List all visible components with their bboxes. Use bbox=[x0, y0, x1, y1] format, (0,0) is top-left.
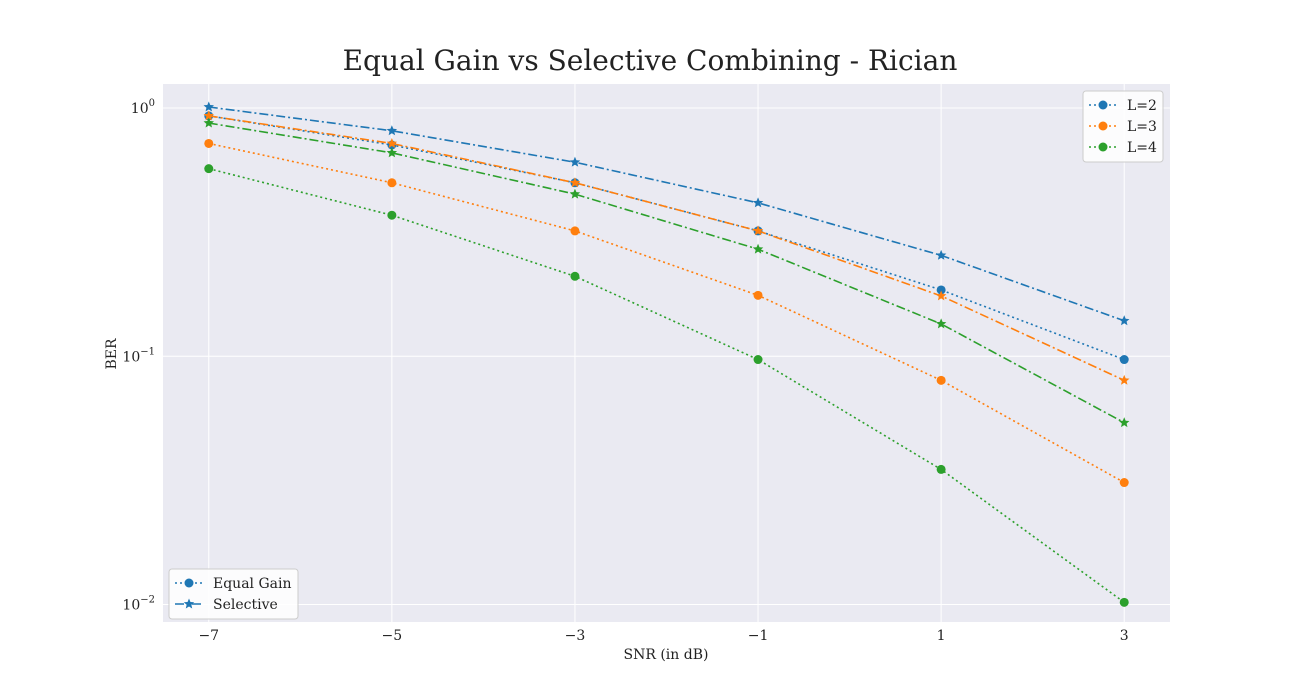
data-point bbox=[936, 285, 946, 295]
legend-label: Equal Gain bbox=[213, 576, 292, 592]
data-point bbox=[387, 210, 397, 220]
data-point bbox=[936, 375, 946, 385]
data-point bbox=[569, 177, 581, 188]
y-tick-label: 10−2 bbox=[122, 594, 155, 613]
y-tick-base: 10 bbox=[122, 597, 140, 613]
data-point bbox=[386, 125, 398, 136]
legend-label: L=3 bbox=[1127, 119, 1157, 135]
data-point bbox=[1119, 374, 1130, 385]
series-selective-L3 bbox=[203, 110, 1130, 385]
data-point bbox=[935, 290, 947, 301]
x-tick-label: −1 bbox=[748, 628, 769, 644]
data-point bbox=[753, 355, 763, 365]
data-point bbox=[1119, 355, 1129, 365]
series-selective-L4 bbox=[203, 117, 1130, 428]
legend-marker bbox=[1098, 121, 1108, 131]
x-axis-label: SNR (in dB) bbox=[624, 647, 709, 663]
data-point bbox=[570, 226, 580, 236]
data-point bbox=[1119, 417, 1130, 428]
data-point bbox=[204, 164, 214, 174]
data-point bbox=[386, 137, 398, 148]
grid-lines bbox=[163, 84, 1170, 622]
x-tick-label: 1 bbox=[937, 628, 946, 644]
data-point bbox=[1119, 597, 1129, 607]
legend-marker bbox=[1098, 100, 1108, 110]
legend-colors: L=2 L=3 L=4 bbox=[1082, 90, 1164, 163]
data-point bbox=[569, 156, 581, 167]
data-point bbox=[203, 110, 214, 121]
legend-entry: L=2 bbox=[1089, 98, 1157, 114]
series-equal-gain-L4 bbox=[204, 164, 1129, 607]
y-tick-label: 10−1 bbox=[122, 346, 155, 365]
series-selective-L2 bbox=[203, 101, 1130, 326]
chart-title: Equal Gain vs Selective Combining - Rici… bbox=[343, 44, 958, 77]
x-tick-label: −7 bbox=[198, 628, 219, 644]
data-point bbox=[752, 243, 764, 254]
plot-area bbox=[163, 84, 1170, 622]
data-point bbox=[203, 117, 214, 128]
legend-label: L=4 bbox=[1127, 140, 1157, 156]
x-tick-label: −5 bbox=[382, 628, 403, 644]
y-tick-base: 10 bbox=[122, 349, 140, 365]
legend-marker bbox=[184, 578, 194, 588]
legend-entry: L=4 bbox=[1089, 140, 1157, 156]
series-line bbox=[208, 142, 1125, 484]
series-lines bbox=[203, 101, 1130, 607]
data-point bbox=[1119, 478, 1129, 488]
data-point bbox=[1119, 315, 1130, 326]
data-point bbox=[203, 101, 214, 112]
data-point bbox=[387, 178, 397, 188]
data-point bbox=[386, 147, 398, 158]
legend-marker bbox=[1098, 142, 1108, 152]
data-point bbox=[569, 188, 581, 199]
data-point bbox=[204, 138, 214, 148]
data-point bbox=[753, 290, 763, 300]
data-point bbox=[935, 318, 947, 329]
x-tick-label: 3 bbox=[1120, 628, 1129, 644]
y-axis-label: BER bbox=[104, 338, 120, 370]
x-tick-label: −3 bbox=[565, 628, 586, 644]
data-point bbox=[935, 249, 947, 260]
series-line bbox=[208, 115, 1125, 382]
y-tick-exponent: −1 bbox=[140, 346, 155, 357]
legend-entry: L=3 bbox=[1089, 119, 1157, 135]
data-point bbox=[752, 225, 764, 236]
data-point bbox=[752, 197, 764, 208]
legend-label: Selective bbox=[213, 597, 278, 613]
data-point bbox=[936, 464, 946, 474]
legend-entry: Selective bbox=[175, 597, 278, 613]
legend-entry: Equal Gain bbox=[175, 576, 292, 592]
series-line bbox=[208, 122, 1125, 424]
legend-styles: Equal Gain Selective bbox=[168, 568, 299, 620]
y-tick-label: 100 bbox=[131, 98, 155, 117]
y-tick-exponent: 0 bbox=[149, 98, 155, 109]
data-point bbox=[570, 271, 580, 281]
legend-label: L=2 bbox=[1127, 98, 1157, 114]
y-tick-exponent: −2 bbox=[140, 594, 155, 605]
y-tick-base: 10 bbox=[131, 101, 149, 117]
series-equal-gain-L3 bbox=[204, 138, 1129, 488]
series-line bbox=[208, 106, 1125, 322]
legend-box bbox=[168, 568, 299, 620]
legend-marker bbox=[183, 598, 195, 609]
